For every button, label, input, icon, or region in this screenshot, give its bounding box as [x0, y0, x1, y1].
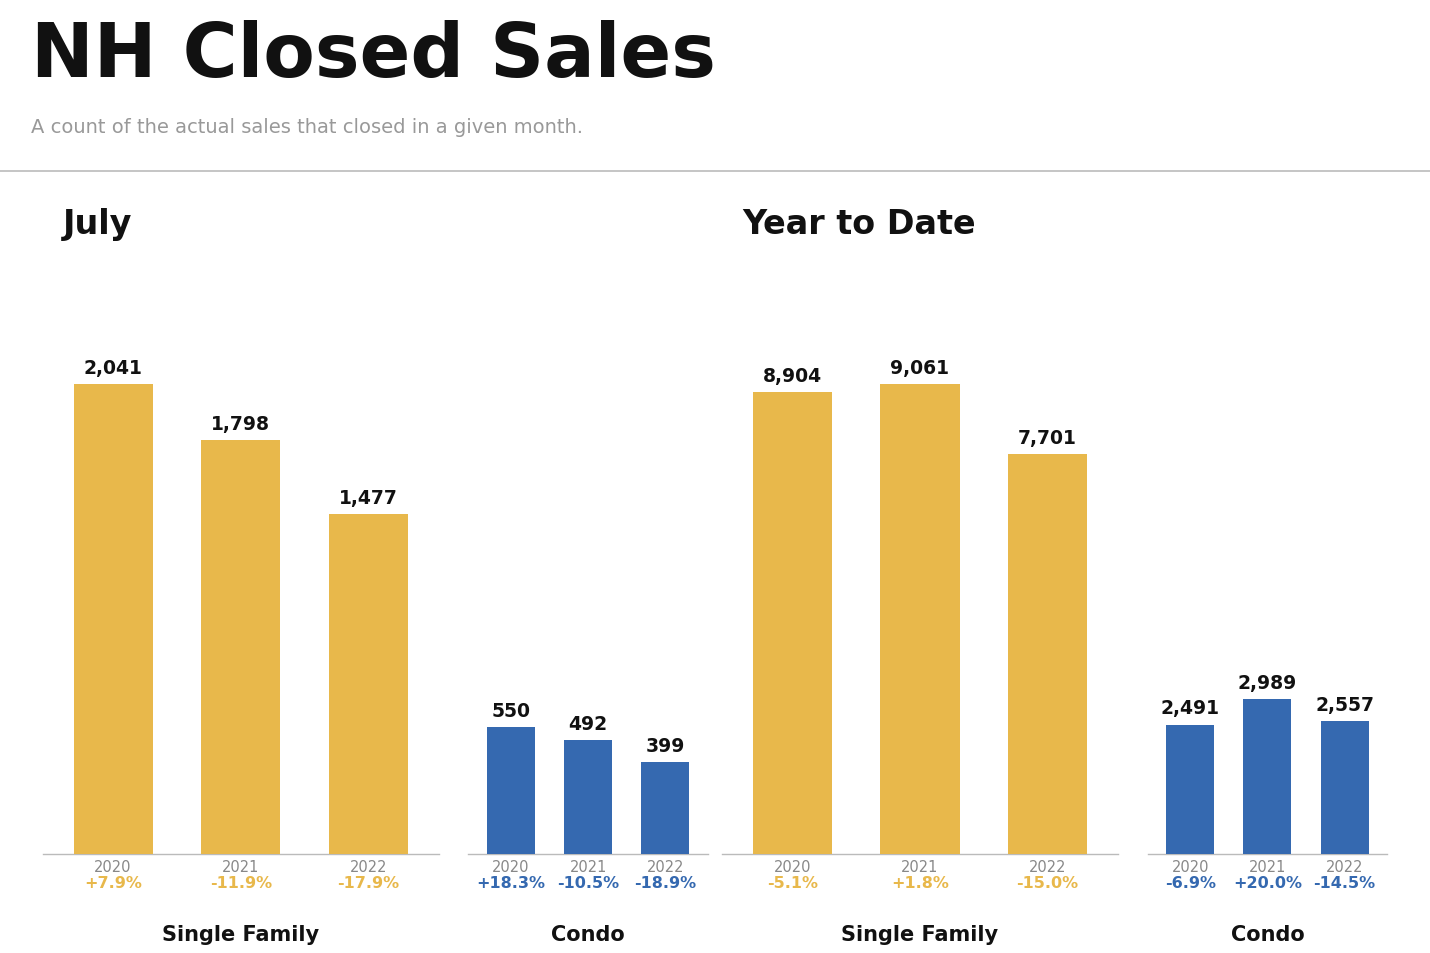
Bar [1167, 725, 1214, 854]
Text: 2,491: 2,491 [1161, 699, 1220, 718]
Text: -6.9%: -6.9% [1164, 875, 1216, 890]
Text: 8,904: 8,904 [762, 366, 822, 385]
Text: July: July [63, 208, 132, 240]
Text: +7.9%: +7.9% [84, 875, 142, 890]
Text: Single Family: Single Family [841, 923, 998, 943]
Bar [1321, 721, 1369, 854]
Text: -15.0%: -15.0% [1017, 875, 1078, 890]
Bar [202, 440, 280, 854]
Text: Year to Date: Year to Date [742, 208, 975, 240]
Text: -10.5%: -10.5% [558, 875, 619, 890]
Text: 2,041: 2,041 [84, 358, 143, 377]
Text: -5.1%: -5.1% [766, 875, 818, 890]
Text: -14.5%: -14.5% [1314, 875, 1376, 890]
Text: Condo: Condo [552, 923, 625, 943]
Text: 9,061: 9,061 [891, 358, 950, 377]
Bar [329, 514, 408, 854]
Text: 399: 399 [646, 736, 685, 755]
Text: 1,477: 1,477 [339, 488, 398, 507]
Text: +20.0%: +20.0% [1233, 875, 1301, 890]
Text: 7,701: 7,701 [1018, 429, 1077, 448]
Text: NH Closed Sales: NH Closed Sales [31, 20, 716, 92]
Text: 1,798: 1,798 [212, 415, 270, 433]
Text: Condo: Condo [1231, 923, 1304, 943]
Text: A count of the actual sales that closed in a given month.: A count of the actual sales that closed … [31, 118, 583, 137]
Bar [642, 762, 689, 854]
Bar [752, 393, 832, 854]
Text: 550: 550 [492, 701, 531, 720]
Text: Single Family: Single Family [162, 923, 319, 943]
Bar [73, 384, 153, 854]
Text: +18.3%: +18.3% [476, 875, 545, 890]
Bar [881, 384, 960, 854]
Text: +1.8%: +1.8% [891, 875, 950, 890]
Text: 2,557: 2,557 [1316, 696, 1374, 715]
Text: 2,989: 2,989 [1238, 673, 1297, 692]
Bar [1008, 455, 1087, 854]
Text: 492: 492 [569, 715, 608, 734]
Bar [565, 740, 612, 854]
Bar [488, 727, 535, 854]
Text: -17.9%: -17.9% [337, 875, 399, 890]
Bar [1244, 699, 1291, 854]
Text: -18.9%: -18.9% [635, 875, 696, 890]
Text: -11.9%: -11.9% [210, 875, 272, 890]
